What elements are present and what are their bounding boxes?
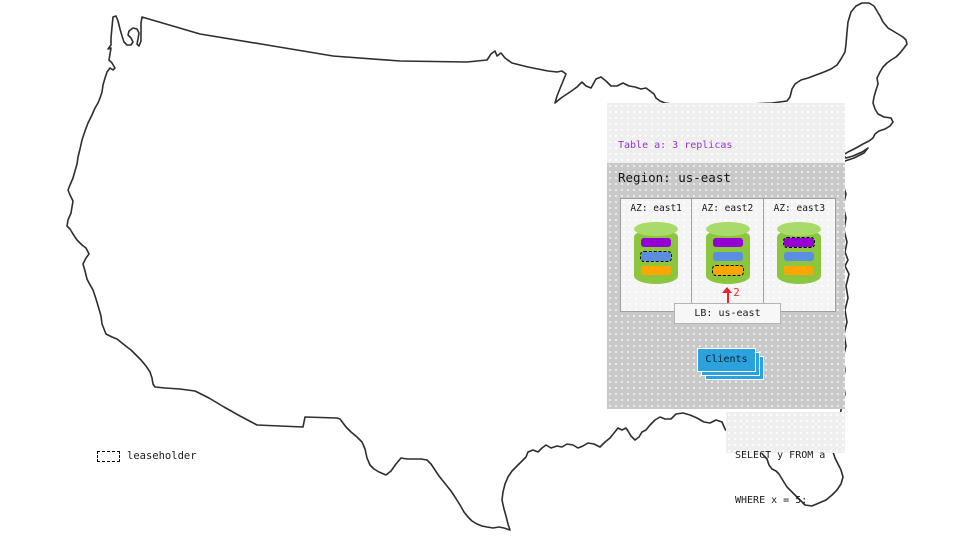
replica-bars-east2	[706, 238, 750, 276]
leaseholder-swatch-icon	[97, 450, 120, 462]
replica-table-a-leaseholder	[783, 237, 816, 248]
clients-box: Clients	[697, 348, 756, 372]
cylinder-top	[705, 222, 750, 236]
database-cylinder-east3	[777, 222, 822, 284]
load-balancer-box: LB: us-east	[674, 303, 781, 324]
cylinder-top	[777, 222, 822, 236]
database-cylinder-east2	[705, 222, 750, 284]
leaseholder-key: leaseholder	[97, 450, 197, 462]
sql-query-box: SELECT y FROM a WHERE x = 5;	[726, 412, 845, 506]
region-title: Region: us-east	[618, 170, 731, 185]
database-cylinder-east1	[634, 222, 679, 284]
replica-index-a	[784, 252, 815, 261]
step-arrow: 2	[722, 287, 740, 303]
clients-stack: Clients	[697, 348, 765, 381]
replica-bars-east1	[634, 238, 678, 275]
replica-bars-east3	[777, 237, 821, 275]
az-cell-east2: AZ: east2 2	[692, 199, 764, 311]
cylinder-top	[634, 222, 679, 236]
sql-line-1: SELECT y FROM a	[735, 450, 826, 461]
az-cell-east1: AZ: east1	[621, 199, 693, 311]
replica-table-b	[784, 266, 815, 275]
az-title-east3: AZ: east3	[773, 203, 826, 214]
region-box: Region: us-east AZ: east1	[607, 163, 845, 409]
arrow-up-icon	[722, 287, 733, 293]
arrow-shaft	[727, 292, 730, 303]
step-number: 2	[733, 287, 740, 299]
az-row: AZ: east1 AZ: east2	[620, 198, 836, 312]
az-title-east2: AZ: east2	[701, 203, 754, 214]
replica-panel: Table a: 3 replicas Index a: 3 replicas …	[607, 103, 845, 409]
leaseholder-key-label: leaseholder	[127, 450, 197, 462]
replica-table-a	[712, 238, 743, 247]
legend-item-table-a: Table a: 3 replicas	[618, 140, 733, 151]
az-title-east1: AZ: east1	[630, 203, 682, 214]
replica-table-a	[641, 238, 672, 247]
az-cell-east3: AZ: east3	[764, 199, 835, 311]
replica-index-a	[712, 252, 743, 261]
replica-index-a-leaseholder	[640, 251, 673, 262]
replica-table-b	[641, 266, 672, 275]
replica-table-b-leaseholder	[711, 265, 744, 276]
sql-line-2: WHERE x = 5;	[735, 495, 808, 506]
